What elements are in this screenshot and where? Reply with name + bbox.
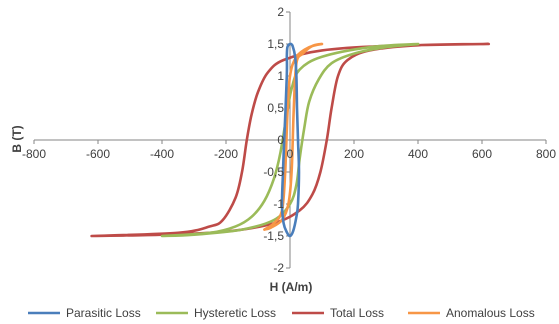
y-tick-label: -1 <box>273 197 284 211</box>
legend: Parasitic Loss Hysteretic Loss Total Loss A… <box>28 306 535 320</box>
x-tick-label: 200 <box>344 147 364 161</box>
legend-item-hysteretic-loss: Hysteretic Loss <box>156 306 276 320</box>
y-axis-title: B (T) <box>10 125 24 152</box>
y-tick-label: -0,5 <box>263 165 284 179</box>
legend-item-parasitic-loss: Parasitic Loss <box>28 306 141 320</box>
series-line-anomalous-loss <box>263 42 324 231</box>
legend-label: Total Loss <box>330 306 384 320</box>
x-tick-label: 800 <box>536 147 556 161</box>
y-tick-label: 1 <box>277 69 284 83</box>
x-tick-label: -400 <box>150 147 174 161</box>
x-tick-label: 0 <box>287 147 294 161</box>
y-tick-label: 1,5 <box>267 37 284 51</box>
x-tick-label: 400 <box>408 147 428 161</box>
series-layer <box>90 42 490 238</box>
x-tick-label: -600 <box>86 147 110 161</box>
y-tick-label: -2 <box>273 261 284 275</box>
y-tick-label: 0 <box>277 133 284 147</box>
legend-item-anomalous-loss: Anomalous Loss <box>408 306 535 320</box>
y-tick-label: 2 <box>277 5 284 19</box>
x-axis-title: H (A/m) <box>270 280 313 294</box>
legend-label: Anomalous Loss <box>446 306 535 320</box>
x-tick-label: -200 <box>214 147 238 161</box>
legend-item-total-loss: Total Loss <box>292 306 384 320</box>
legend-label: Parasitic Loss <box>66 306 141 320</box>
y-tick-label: 0,5 <box>267 101 284 115</box>
x-tick-label: -800 <box>22 147 46 161</box>
series-line-total-loss <box>90 42 490 238</box>
series-line-hysteretic-loss <box>160 42 420 238</box>
legend-label: Hysteretic Loss <box>194 306 276 320</box>
y-tick-label: -1,5 <box>263 229 284 243</box>
series-line-parasitic-loss <box>280 42 301 238</box>
tick-labels: -800 -600 -400 -200 0 200 400 600 80021,510,50-0… <box>22 5 556 275</box>
x-tick-label: 600 <box>472 147 492 161</box>
axes <box>33 11 547 269</box>
